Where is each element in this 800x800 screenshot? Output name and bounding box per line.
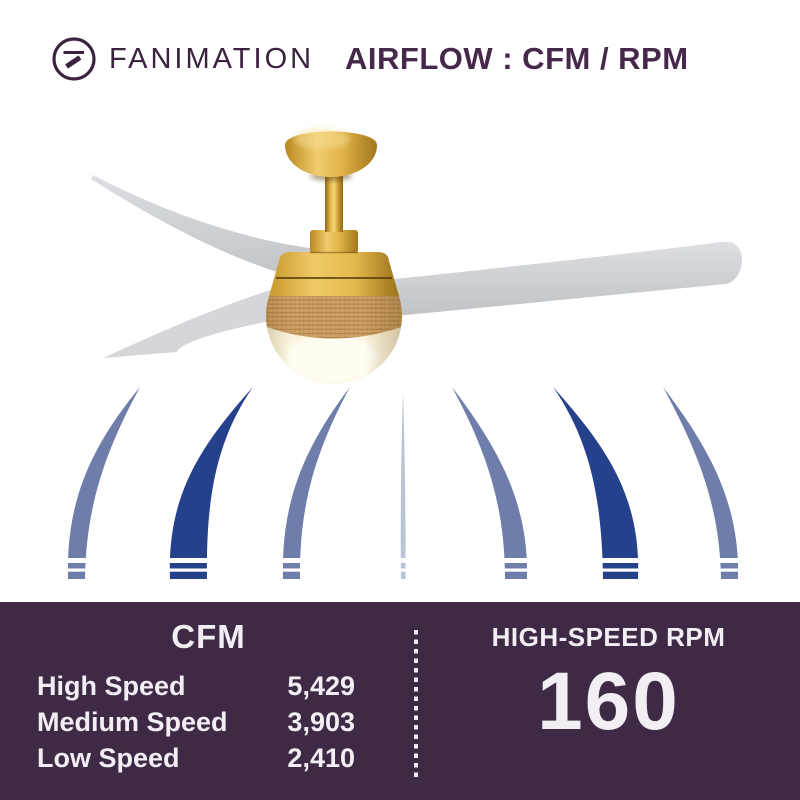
swoosh-stripe-gap-1 <box>40 558 760 563</box>
table-row: High Speed 5,429 <box>37 668 355 704</box>
fan-downrod <box>325 172 343 232</box>
page-title: AIRFLOW : CFM / RPM <box>345 41 689 76</box>
cfm-row-value: 3,903 <box>287 707 355 737</box>
airflow-swoosh-arrows <box>40 387 760 579</box>
dashed-divider <box>414 630 418 778</box>
table-row: Low Speed 2,410 <box>37 740 355 776</box>
airflow-swoosh-7 <box>663 387 739 579</box>
cfm-section: CFM High Speed 5,429 Medium Speed 3,903 … <box>0 602 417 800</box>
fan-motor-housing <box>269 252 399 296</box>
rpm-title: HIGH-SPEED RPM <box>491 622 726 652</box>
airflow-swoosh-center <box>400 392 406 579</box>
airflow-swoosh-2 <box>169 387 253 579</box>
cfm-row-value: 5,429 <box>287 671 355 701</box>
header: FANIMATION AIRFLOW : CFM / RPM <box>0 0 800 120</box>
fan-blade-lower-left <box>103 286 292 358</box>
cfm-title: CFM <box>171 618 246 655</box>
airflow-swoosh-1 <box>67 387 140 579</box>
airflow-swoosh-5 <box>452 387 528 579</box>
fan-collar <box>310 230 358 253</box>
cfm-row-label: Low Speed <box>37 743 180 773</box>
swoosh-stripe-gap-2 <box>40 568 760 572</box>
brand-name: FANIMATION <box>109 42 315 75</box>
fan-blade-right <box>385 241 743 317</box>
fan-canopy-highlight <box>294 129 350 149</box>
cfm-row-label: Medium Speed <box>37 707 228 737</box>
cfm-row-label: High Speed <box>37 671 186 701</box>
table-row: Medium Speed 3,903 <box>37 704 355 740</box>
airflow-swoosh-6 <box>553 387 639 579</box>
cfm-row-value: 2,410 <box>287 743 355 773</box>
fan-airflow-illustration <box>40 129 760 579</box>
brand-logo-group: FANIMATION <box>50 33 314 85</box>
rpm-value: 160 <box>537 656 680 747</box>
spec-panel: CFM High Speed 5,429 Medium Speed 3,903 … <box>0 602 800 800</box>
rpm-section: HIGH-SPEED RPM 160 <box>417 602 800 800</box>
airflow-swoosh-3 <box>282 387 350 579</box>
fanimation-circle-f-icon <box>52 37 96 81</box>
fan-blade-upper-left <box>91 175 325 282</box>
cfm-table: High Speed 5,429 Medium Speed 3,903 Low … <box>37 668 355 776</box>
